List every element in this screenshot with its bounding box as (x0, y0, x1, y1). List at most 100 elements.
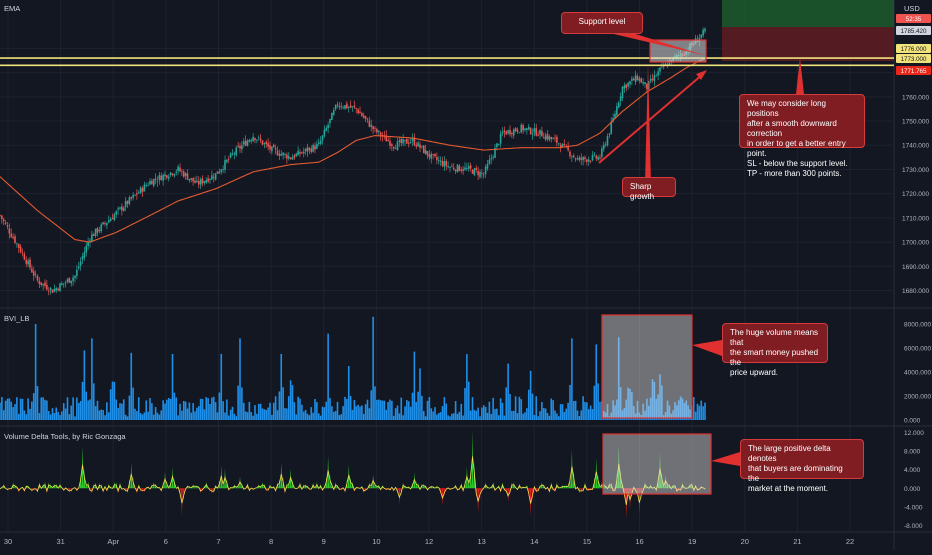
candle-body (571, 156, 573, 157)
volume-bar (260, 404, 262, 420)
volume-bar (215, 402, 217, 420)
candle-body (590, 161, 592, 162)
candle-body (183, 172, 185, 177)
candle-body (27, 261, 29, 265)
volume-bar (530, 371, 532, 420)
candle-body (95, 229, 97, 236)
candle-body (614, 114, 616, 118)
volume-bar (22, 399, 24, 420)
volume-bar (539, 411, 541, 420)
candle-body (438, 160, 440, 161)
volume-bar (235, 416, 237, 420)
volume-bar (196, 408, 198, 420)
volume-bar (46, 401, 48, 420)
volume-bar (429, 397, 431, 420)
candle-body (489, 160, 491, 164)
candle-body (502, 132, 504, 133)
volume-bar (487, 413, 489, 420)
candle-body (72, 278, 74, 281)
candle-body (108, 220, 110, 222)
candle-body (655, 76, 657, 77)
volume-bar (309, 415, 311, 420)
candle-body (522, 125, 524, 131)
candle-body (704, 29, 706, 32)
volume-bar (292, 385, 294, 420)
candle-body (170, 172, 172, 175)
candle-body (700, 35, 702, 38)
candle-body (14, 236, 16, 243)
candle-body (144, 185, 146, 192)
volume-highlight-box (602, 315, 692, 418)
volume-bar (434, 407, 436, 420)
volume-bar (475, 411, 477, 420)
volume-bar (496, 409, 498, 420)
volume-tick-label: 0.000 (904, 418, 921, 425)
volume-bar (65, 409, 67, 420)
candle-body (307, 147, 309, 152)
candle-body (234, 153, 236, 154)
candle-body (539, 130, 541, 135)
candle-body (352, 106, 354, 107)
candle-body (322, 136, 324, 141)
candle-body (504, 130, 506, 132)
volume-bar (550, 399, 552, 420)
candle-body (106, 223, 108, 225)
volume-bar (363, 414, 365, 420)
volume-bar (74, 416, 76, 420)
candle-body (138, 192, 140, 193)
candle-body (175, 172, 177, 173)
volume-bar (282, 387, 284, 420)
volume-bar (419, 368, 421, 420)
volume-bar (423, 411, 425, 420)
volume-bar (436, 415, 438, 420)
volume-tick-label: 8000.000 (904, 322, 931, 329)
candle-body (417, 143, 419, 147)
volume-bar (322, 407, 324, 420)
candle-body (346, 103, 348, 108)
volume-bar (372, 317, 374, 420)
candle-body (93, 234, 95, 236)
candle-body (166, 175, 168, 177)
candle-body (226, 160, 228, 162)
volume-bar (267, 408, 269, 420)
delta-note-text: The large positive delta denotes that bu… (748, 444, 856, 494)
price-tick-label: 1710.000 (902, 215, 929, 222)
candle-body (657, 71, 659, 75)
delta-tick-label: 8.000 (904, 449, 921, 456)
volume-bar (556, 413, 558, 420)
volume-bar (54, 413, 56, 420)
volume-bar (295, 414, 297, 420)
candle-body (301, 152, 303, 153)
candle-body (217, 171, 219, 173)
volume-bar (397, 405, 399, 420)
candle-body (61, 284, 63, 286)
candle-body (472, 170, 474, 174)
volume-bar (192, 403, 194, 420)
volume-bar (511, 411, 513, 420)
candle-body (627, 83, 629, 87)
candle-body (288, 156, 290, 158)
candle-body (282, 153, 284, 155)
candle-body (470, 165, 472, 168)
volume-bar (110, 389, 112, 420)
volume-bar (564, 412, 566, 420)
volume-bar (410, 407, 412, 420)
candle-body (367, 118, 369, 119)
candle-body (286, 155, 288, 159)
volume-bar (404, 406, 406, 420)
candle-body (104, 223, 106, 224)
volume-bar (157, 413, 159, 420)
time-tick-label: 9 (322, 537, 326, 546)
candle-body (33, 271, 35, 275)
candle-body (190, 178, 192, 180)
candle-body (348, 107, 350, 108)
volume-bar (207, 398, 209, 420)
candle-body (607, 136, 609, 145)
candle-body (400, 139, 402, 143)
volume-bar (40, 398, 42, 420)
volume-bar (232, 407, 234, 420)
volume-bar (144, 412, 146, 420)
time-tick-label: 20 (741, 537, 749, 546)
candle-body (12, 237, 14, 238)
candle-body (399, 140, 401, 142)
